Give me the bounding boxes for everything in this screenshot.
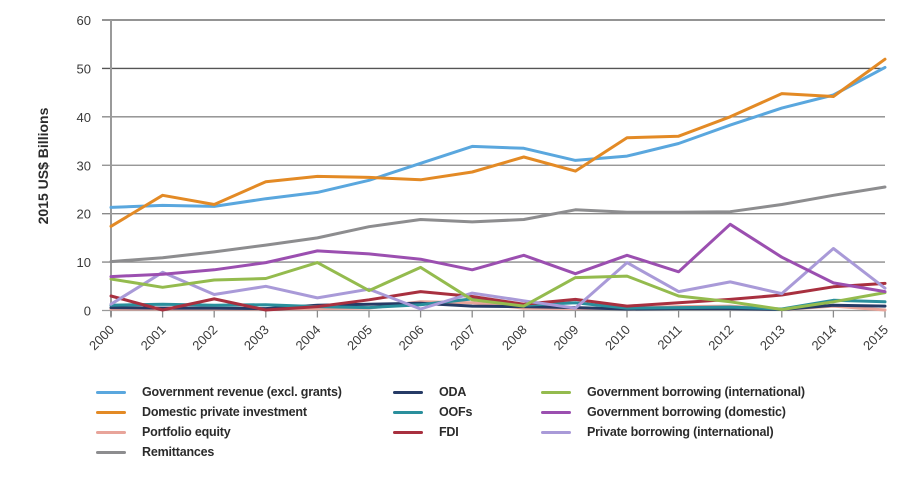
x-tick-label: 2004: [292, 322, 323, 353]
x-tick-label: 2013: [757, 322, 788, 353]
legend-label: OOFs: [439, 405, 473, 419]
y-tick-label: 10: [77, 255, 91, 270]
x-tick-label: 2015: [860, 322, 891, 353]
y-tick-label: 60: [77, 13, 91, 28]
y-tick-label: 0: [84, 304, 91, 319]
legend: Government revenue (excl. grants) Domesti…: [96, 383, 856, 483]
legend-label: FDI: [439, 425, 459, 439]
legend-item: Domestic private investment: [96, 403, 307, 421]
x-tick-label: 2009: [550, 322, 581, 353]
legend-label: Remittances: [142, 445, 215, 459]
series-line-fdi: [109, 281, 887, 312]
x-tick-label: 2008: [499, 322, 530, 353]
legend-label: Government revenue (excl. grants): [142, 385, 342, 399]
legend-swatch: [393, 410, 423, 414]
legend-item: Portfolio equity: [96, 423, 231, 441]
legend-label: ODA: [439, 385, 467, 399]
legend-label: Government borrowing (international): [587, 385, 805, 399]
legend-swatch: [541, 390, 571, 394]
x-tick-label: 2005: [344, 322, 375, 353]
x-tick-label: 2010: [602, 322, 633, 353]
series-line-government-borrowing-international: [109, 261, 887, 311]
legend-swatch: [96, 430, 126, 434]
series-line-remittances: [109, 185, 887, 264]
x-tick-label: 2011: [654, 322, 684, 352]
y-tick-label: 40: [77, 110, 91, 125]
series-line-private-borrowing-international: [109, 247, 887, 311]
legend-swatch: [96, 450, 126, 454]
x-tick-label: 2014: [808, 322, 839, 353]
legend-item: ODA: [393, 383, 466, 401]
legend-item: Government revenue (excl. grants): [96, 383, 342, 401]
legend-label: Government borrowing (domestic): [587, 405, 786, 419]
y-tick-label: 30: [77, 158, 91, 173]
legend-swatch: [393, 390, 423, 394]
legend-label: Portfolio equity: [142, 425, 231, 439]
legend-item: Government borrowing (domestic): [541, 403, 786, 421]
legend-label: Private borrowing (international): [587, 425, 774, 439]
legend-swatch: [541, 430, 571, 434]
legend-item: Private borrowing (international): [541, 423, 774, 441]
legend-item: Government borrowing (international): [541, 383, 805, 401]
series-lines: [109, 57, 887, 312]
x-tick-label: 2001: [138, 322, 169, 353]
legend-item: FDI: [393, 423, 459, 441]
legend-swatch: [96, 390, 126, 394]
x-tick-label: 2012: [705, 322, 736, 353]
legend-label: Domestic private investment: [142, 405, 307, 419]
series-line-domestic-private-investment: [109, 57, 887, 228]
x-tick-label: 2002: [189, 322, 220, 353]
legend-swatch: [541, 410, 571, 414]
y-tick-label: 20: [77, 207, 91, 222]
gridlines: [102, 19, 885, 263]
x-tick-label: 2003: [241, 322, 272, 353]
series-line-government-borrowing-domestic: [109, 222, 887, 294]
legend-item: OOFs: [393, 403, 472, 421]
series-line-government-revenue-excl-grants: [109, 65, 887, 209]
x-tick-label: 2007: [447, 322, 478, 353]
y-tick-label: 50: [77, 61, 91, 76]
x-tick-label: 2006: [396, 322, 427, 353]
legend-swatch: [393, 430, 423, 434]
legend-item: Remittances: [96, 443, 214, 461]
x-axis: 2000 2001 2002 2003 2004 2005 2006 2007 2008 2009…: [86, 310, 891, 353]
legend-swatch: [96, 410, 126, 414]
x-tick-label: 2000: [86, 322, 117, 353]
y-axis-label: 2015 US$ Billions: [35, 107, 51, 224]
